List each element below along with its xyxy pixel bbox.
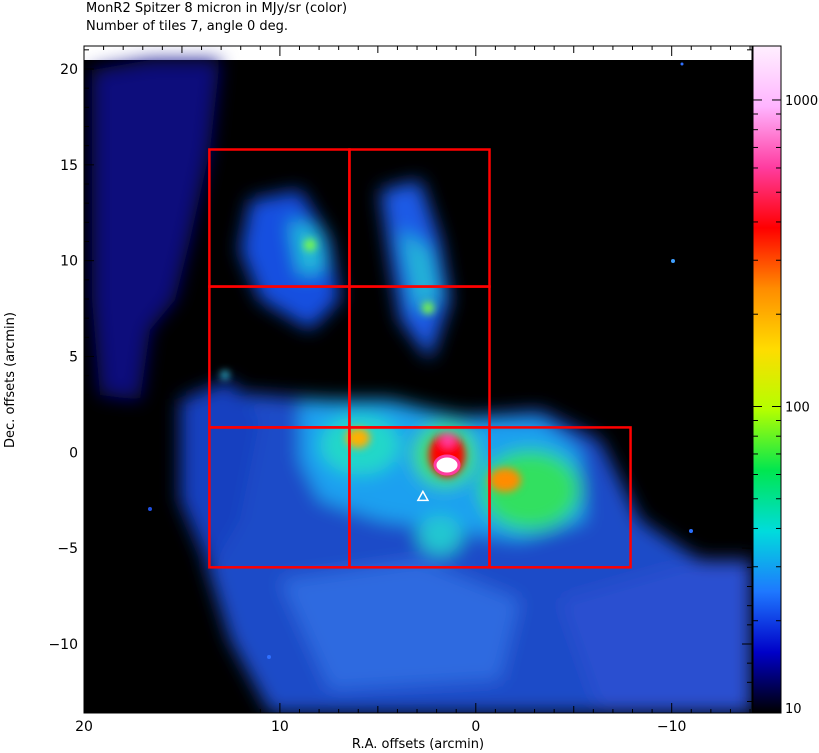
y-tick-label: 10	[60, 254, 78, 270]
colorbar-tick-label: 100	[785, 400, 810, 415]
x-axis: 20 10 0 −10	[75, 46, 751, 735]
y-tick-label: 0	[69, 445, 78, 461]
colorbar-tick-label: 10	[785, 702, 802, 717]
marker-layer	[416, 489, 430, 502]
y-tick-label: 20	[60, 62, 78, 78]
x-axis-label: R.A. offsets (arcmin)	[352, 737, 484, 752]
colorbar-ticks: 10 100 1000	[753, 94, 818, 717]
x-tick-label: 10	[271, 719, 289, 735]
y-axis: 20 15 10 5 0 −5 −10	[48, 49, 752, 702]
x-tick-label: 20	[75, 719, 93, 735]
x-tick-label: −10	[657, 719, 687, 735]
tile-7	[488, 426, 632, 569]
y-axis-label: Dec. offsets (arcmin)	[3, 312, 18, 448]
plot-frame	[83, 45, 753, 714]
colorbar: 10 100 1000	[752, 45, 818, 717]
y-tick-label: 15	[60, 158, 78, 174]
y-tick-label: 5	[69, 350, 78, 366]
y-tick-label: −10	[48, 637, 78, 653]
colorbar-frame	[752, 45, 782, 714]
chart-title: MonR2 Spitzer 8 micron in MJy/sr (color)	[86, 1, 348, 16]
chart-subtitle: Number of tiles 7, angle 0 deg.	[86, 19, 289, 34]
colorbar-scale	[753, 46, 781, 713]
y-tick-label: −5	[57, 541, 78, 557]
intensity-map	[84, 46, 752, 713]
x-tick-label: 0	[471, 719, 480, 735]
colorbar-tick-label: 1000	[785, 94, 818, 109]
triangle-marker	[416, 489, 430, 502]
tile-grid	[208, 148, 632, 569]
